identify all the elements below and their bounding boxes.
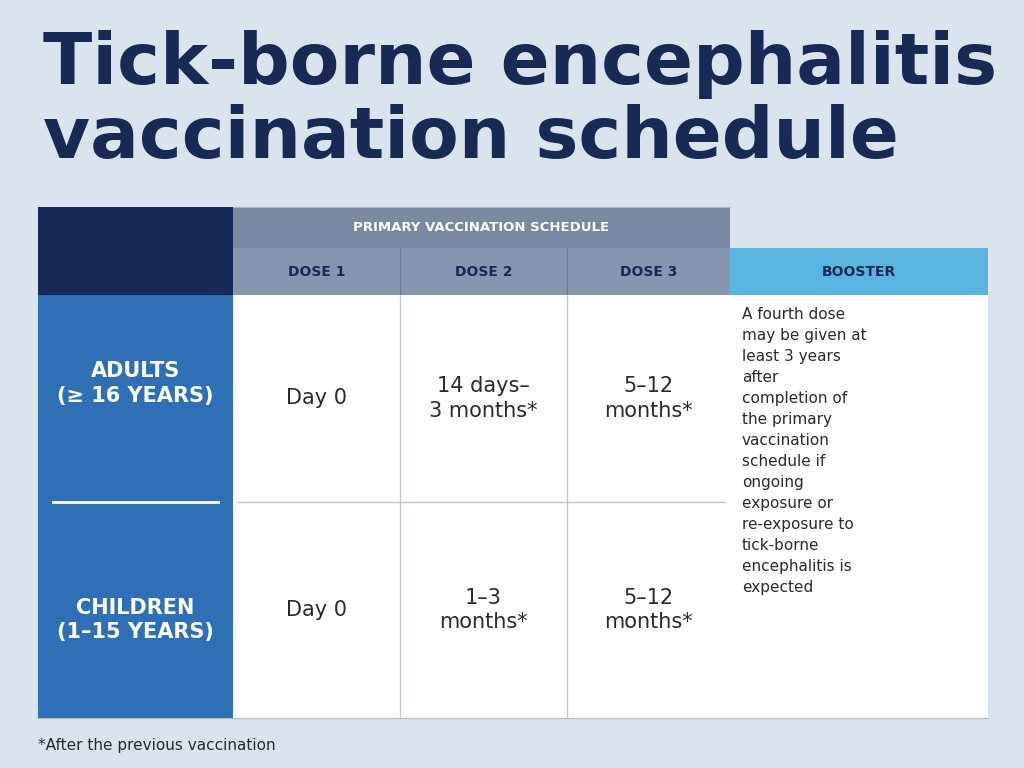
Bar — [233, 248, 400, 295]
Text: DOSE 2: DOSE 2 — [455, 264, 512, 279]
Bar — [233, 207, 730, 248]
Bar — [38, 295, 233, 718]
Text: ADULTS
(≥ 16 YEARS): ADULTS (≥ 16 YEARS) — [57, 361, 214, 406]
Text: A fourth dose
may be given at
least 3 years
after
completion of
the primary
vacc: A fourth dose may be given at least 3 ye… — [742, 307, 866, 595]
Text: 14 days–
3 months*: 14 days– 3 months* — [429, 376, 538, 421]
Bar — [400, 295, 567, 502]
Bar — [567, 502, 730, 718]
Bar — [730, 295, 988, 718]
Text: Day 0: Day 0 — [286, 600, 347, 620]
Bar — [730, 248, 988, 295]
Text: BOOSTER: BOOSTER — [822, 264, 896, 279]
Text: DOSE 3: DOSE 3 — [620, 264, 677, 279]
Text: Day 0: Day 0 — [286, 389, 347, 409]
Text: 1–3
months*: 1–3 months* — [439, 588, 527, 632]
Bar — [730, 207, 988, 248]
Bar — [567, 295, 730, 502]
Text: Tick-borne encephalitis
vaccination schedule: Tick-borne encephalitis vaccination sche… — [43, 30, 997, 174]
Text: *After the previous vaccination: *After the previous vaccination — [38, 738, 275, 753]
Bar — [400, 248, 567, 295]
Bar — [38, 207, 233, 295]
Bar — [233, 295, 400, 502]
Bar — [400, 502, 567, 718]
Text: DOSE 1: DOSE 1 — [288, 264, 345, 279]
Text: CHILDREN
(1–15 YEARS): CHILDREN (1–15 YEARS) — [57, 598, 214, 642]
Text: PRIMARY VACCINATION SCHEDULE: PRIMARY VACCINATION SCHEDULE — [353, 221, 609, 234]
Bar — [567, 248, 730, 295]
Bar — [233, 502, 400, 718]
Text: 5–12
months*: 5–12 months* — [604, 588, 693, 632]
Text: 5–12
months*: 5–12 months* — [604, 376, 693, 421]
